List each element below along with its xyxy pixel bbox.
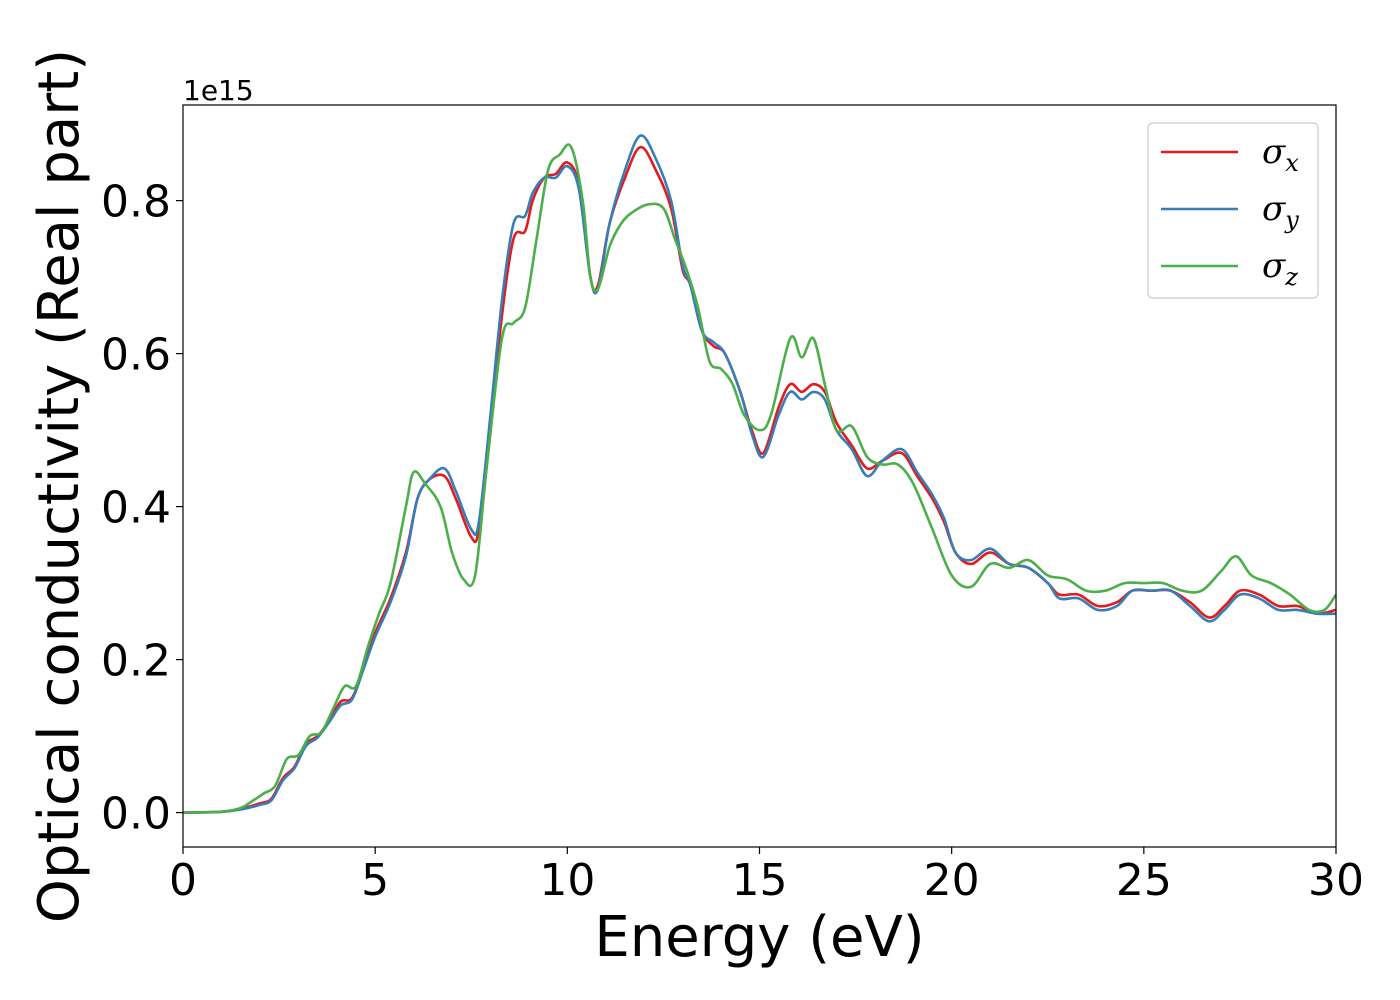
x-tick-label: 20: [924, 855, 980, 906]
series-layer: [182, 134, 1338, 814]
x-axis-label: Energy (eV): [594, 905, 924, 970]
legend-label-x: σx: [1262, 132, 1299, 177]
y-tick-label: 0.2: [101, 636, 171, 687]
x-tick-label: 15: [732, 855, 788, 906]
ticks-layer: 0 5 10 15 20 25 30 0.0 0.2 0.4 0.6 0.8: [101, 177, 1364, 906]
series-line-z: [182, 143, 1338, 814]
x-tick-label: 30: [1308, 855, 1364, 906]
y-tick-label: 0.8: [101, 177, 171, 228]
x-tick-label: 0: [169, 855, 197, 906]
y-tick-label: 0.0: [101, 789, 171, 840]
y-tick-label: 0.6: [101, 330, 171, 381]
legend-frame: [1147, 122, 1319, 299]
x-tick-label: 25: [1116, 855, 1172, 906]
y-axis-label: Optical conductivity (Real part): [27, 49, 92, 923]
y-tick-label: 0.4: [101, 483, 171, 534]
series-line-y: [182, 134, 1337, 814]
y-offset-label: 1e15: [183, 74, 254, 107]
x-tick-label: 5: [361, 855, 389, 906]
x-tick-label: 10: [539, 855, 595, 906]
